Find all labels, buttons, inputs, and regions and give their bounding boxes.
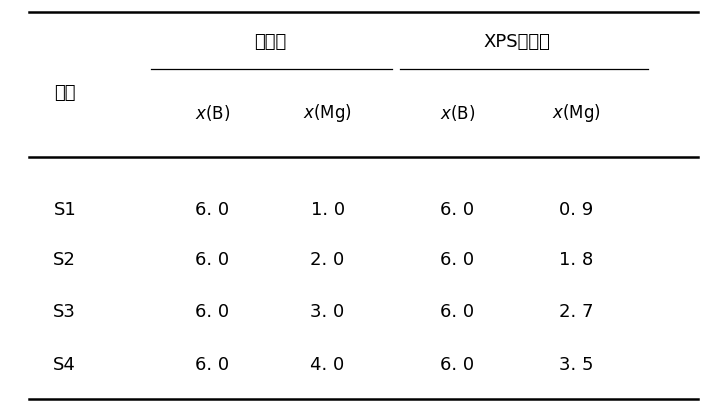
Text: 3. 5: 3. 5 — [559, 356, 593, 374]
Text: 期望値: 期望値 — [254, 33, 286, 51]
Text: 6. 0: 6. 0 — [440, 201, 474, 218]
Text: 2. 0: 2. 0 — [310, 251, 345, 269]
Text: S1: S1 — [53, 201, 76, 218]
Text: S4: S4 — [53, 356, 76, 374]
Text: 6. 0: 6. 0 — [195, 251, 230, 269]
Text: S3: S3 — [53, 303, 76, 321]
Text: $x$(Mg): $x$(Mg) — [552, 102, 600, 124]
Text: XPS测试値: XPS测试値 — [484, 33, 550, 51]
Text: $x$(B): $x$(B) — [440, 103, 474, 123]
Text: 6. 0: 6. 0 — [440, 251, 474, 269]
Text: 6. 0: 6. 0 — [195, 356, 230, 374]
Text: S2: S2 — [53, 251, 76, 269]
Text: 6. 0: 6. 0 — [440, 356, 474, 374]
Text: 6. 0: 6. 0 — [195, 201, 230, 218]
Text: 3. 0: 3. 0 — [310, 303, 345, 321]
Text: 1. 8: 1. 8 — [559, 251, 593, 269]
Text: 0. 9: 0. 9 — [559, 201, 593, 218]
Text: 1. 0: 1. 0 — [310, 201, 345, 218]
Text: $x$(Mg): $x$(Mg) — [303, 102, 352, 124]
Text: 样品: 样品 — [54, 84, 76, 102]
Text: 2. 7: 2. 7 — [559, 303, 593, 321]
Text: $x$(B): $x$(B) — [195, 103, 230, 123]
Text: 4. 0: 4. 0 — [310, 356, 345, 374]
Text: 6. 0: 6. 0 — [440, 303, 474, 321]
Text: 6. 0: 6. 0 — [195, 303, 230, 321]
